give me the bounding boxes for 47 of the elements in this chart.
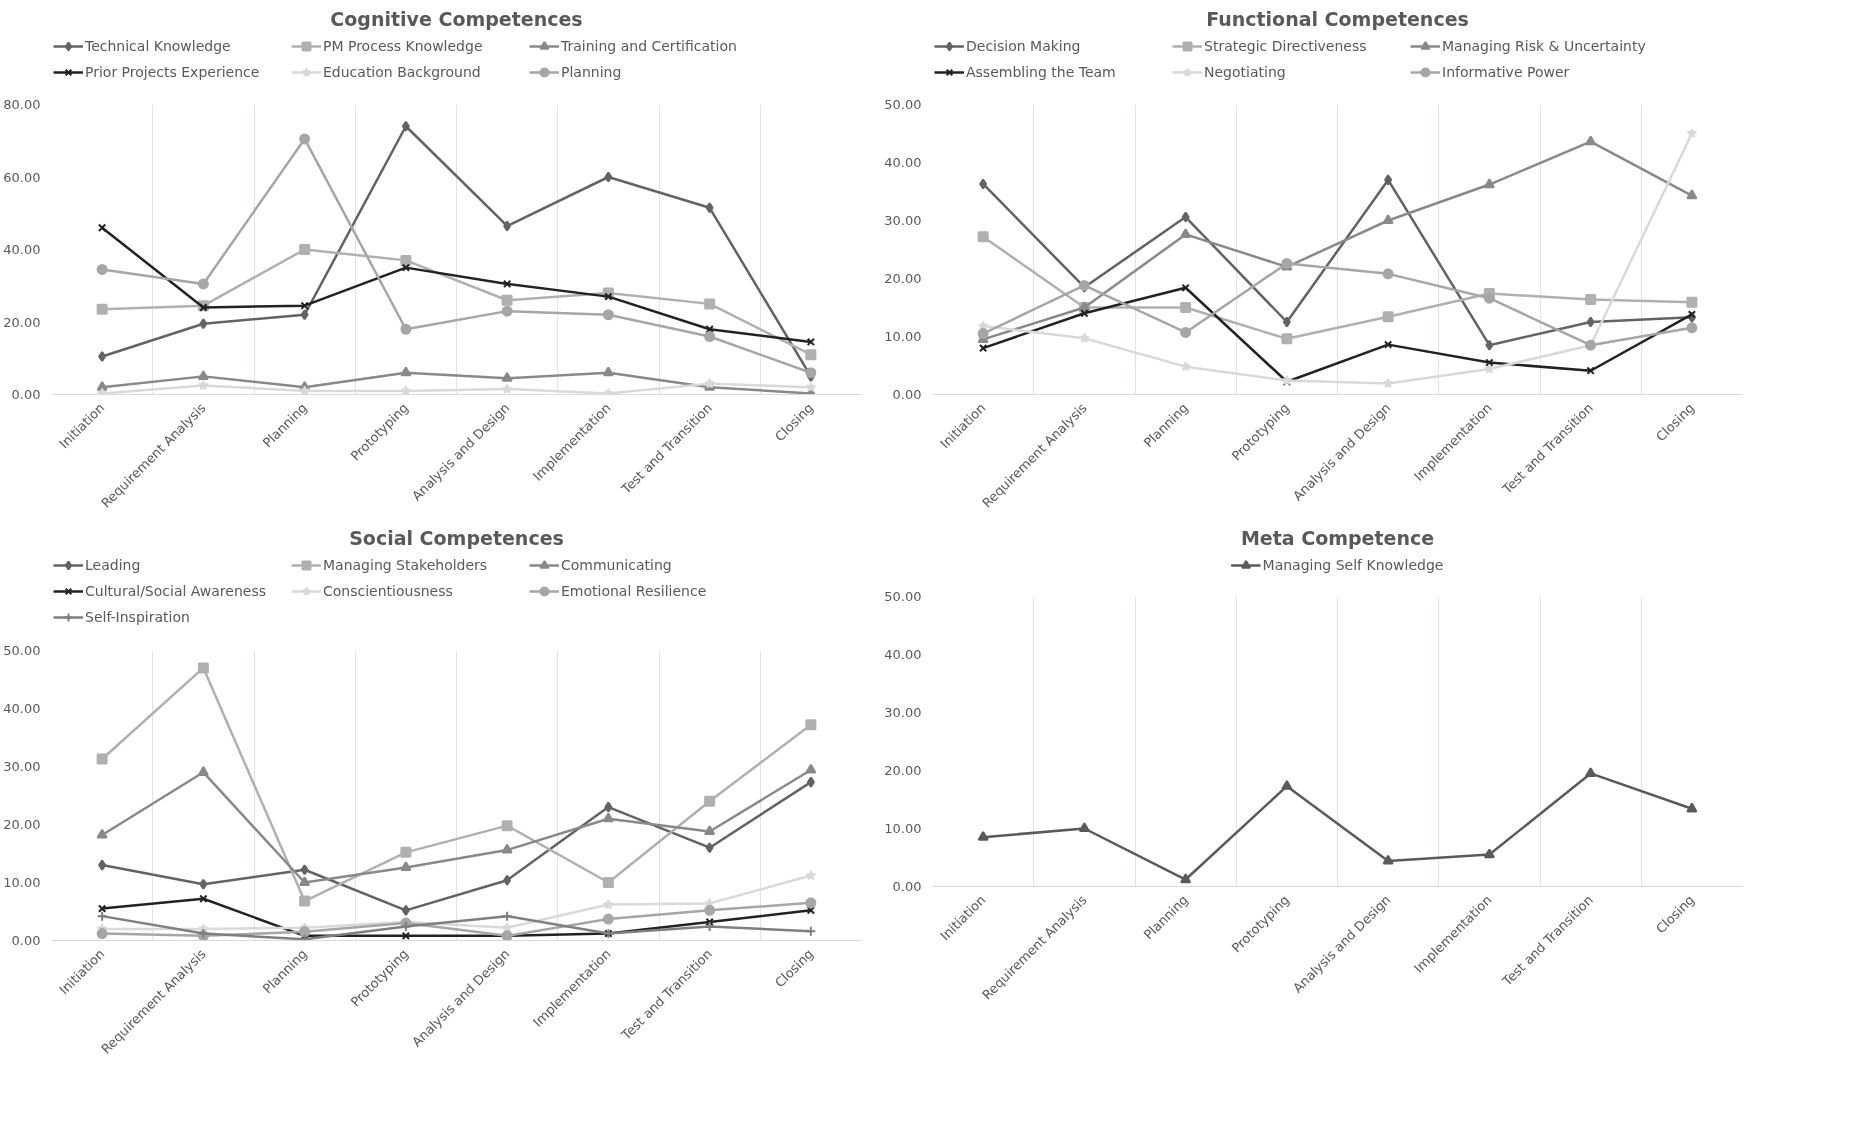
- y-tick-label: 0.00: [11, 933, 41, 948]
- y-tick-label: 30.00: [884, 213, 922, 228]
- y-tick-label: 0.00: [892, 387, 922, 402]
- y-tick-label: 80.00: [3, 97, 41, 112]
- y-tick-label: 60.00: [3, 169, 41, 185]
- legend-label: Managing Risk & Uncertainty: [1442, 38, 1646, 54]
- legend-label: PM Process Knowledge: [323, 38, 484, 54]
- legend-label: Self-Inspiration: [85, 609, 191, 625]
- legend-label: Technical Knowledge: [85, 38, 232, 54]
- y-tick-label: 10.00: [3, 875, 41, 890]
- y-tick-label: 50.00: [884, 589, 922, 604]
- legend-label: Informative Power: [1442, 64, 1571, 80]
- y-tick-label: 10.00: [884, 329, 922, 344]
- legend-label: Negotiating: [1204, 64, 1287, 80]
- y-tick-label: 40.00: [3, 242, 41, 257]
- chart-title: Cognitive Competences: [330, 7, 583, 30]
- y-tick-label: 20.00: [3, 314, 41, 330]
- y-tick-label: 50.00: [3, 643, 41, 658]
- y-tick-label: 0.00: [11, 387, 41, 402]
- y-tick-label: 20.00: [884, 763, 922, 778]
- y-tick-label: 40.00: [3, 701, 41, 716]
- legend-label: Cultural/Social Awareness: [85, 583, 267, 599]
- legend-label: Education Background: [323, 64, 482, 80]
- y-tick-label: 40.00: [884, 155, 922, 170]
- legend-label: Conscientiousness: [323, 583, 454, 599]
- y-tick-label: 30.00: [884, 705, 922, 720]
- y-tick-label: 20.00: [3, 817, 41, 832]
- y-tick-label: 30.00: [3, 759, 41, 774]
- chart-title: Social Competences: [349, 526, 564, 549]
- legend-label: Training and Certification: [561, 38, 738, 54]
- y-tick-label: 10.00: [884, 821, 922, 836]
- y-tick-label: 50.00: [884, 97, 922, 112]
- y-tick-label: 20.00: [884, 271, 922, 286]
- legend-label: Strategic Directiveness: [1204, 38, 1368, 54]
- legend-label: Assembling the Team: [966, 64, 1117, 80]
- chart-title: Meta Competence: [1240, 526, 1435, 549]
- legend-label: Managing Stakeholders: [323, 557, 489, 573]
- legend-label: Leading: [85, 557, 142, 573]
- chart-title: Functional Competences: [1206, 7, 1469, 30]
- legend-label: Communicating: [561, 557, 673, 573]
- legend-label: Managing Self Knowledge: [1262, 557, 1444, 573]
- legend-label: Prior Projects Experience: [85, 64, 261, 80]
- y-tick-label: 40.00: [884, 647, 922, 662]
- legend-label: Decision Making: [966, 38, 1082, 54]
- y-tick-label: 0.00: [892, 879, 922, 894]
- legend-label: Planning: [561, 64, 623, 80]
- legend-label: Emotional Resilience: [561, 583, 708, 599]
